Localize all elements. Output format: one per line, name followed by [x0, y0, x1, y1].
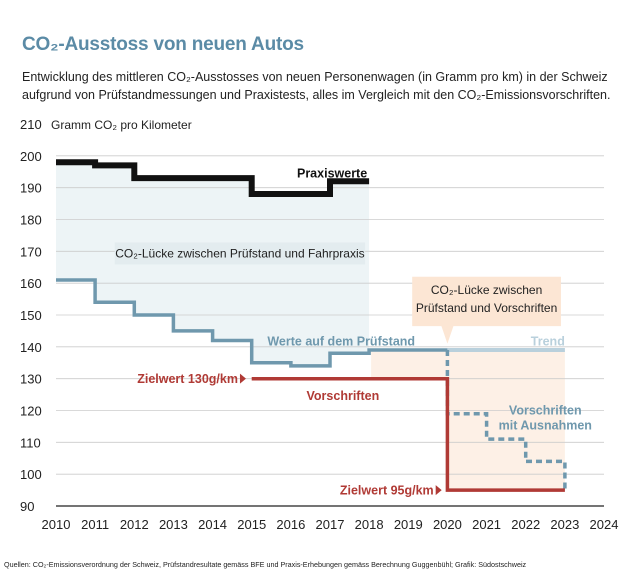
x-tick-label: 2012	[120, 517, 149, 532]
axis-layer: 210 200 190 180 170 160 150 140 130 120 110 100 90 Gr…	[20, 117, 618, 532]
x-tick-label: 2016	[276, 517, 305, 532]
gap-praxis-box	[114, 242, 366, 265]
y-tick-label: 150	[20, 308, 42, 323]
y-tick-label: 210	[20, 117, 42, 132]
label-pruefstand: Werte auf dem Prüfstand	[267, 335, 415, 349]
y-tick-label: 120	[20, 404, 42, 419]
x-tick-label: 2018	[355, 517, 384, 532]
label-vorschriften: Vorschriften	[307, 389, 380, 403]
label-zielwert-130: Zielwert 130g/km	[137, 372, 238, 386]
y-tick-label: 200	[20, 149, 42, 164]
area-layer	[56, 162, 565, 491]
arrow-zielwert-130	[239, 373, 246, 384]
chart-subtitle: Entwicklung des mittleren CO₂-Ausstosses…	[22, 70, 611, 102]
series-vorschriften	[251, 376, 565, 492]
y-tick-label: 190	[20, 181, 42, 196]
gap-vorschriften-label-1: CO₂-Lücke zwischen	[431, 283, 542, 297]
x-tick-label: 2017	[316, 517, 345, 532]
arrow-zielwert-95	[435, 485, 442, 496]
label-trend: Trend	[531, 335, 565, 349]
series-pruefstand	[56, 278, 448, 368]
x-tick-label: 2024	[590, 517, 619, 532]
x-tick-label: 2022	[511, 517, 540, 532]
source-note: Quellen: CO₂-Emissionsverordnung der Sch…	[4, 560, 527, 569]
label-ausnahmen-2: mit Ausnahmen	[499, 418, 592, 432]
series-praxiswerte	[56, 159, 370, 197]
label-ausnahmen-1: Vorschriften	[509, 403, 582, 417]
y-tick-label: 160	[20, 276, 42, 291]
x-tick-label: 2019	[394, 517, 423, 532]
x-tick-label: 2013	[159, 517, 188, 532]
y-tick-label: 170	[20, 244, 42, 259]
y-tick-label: 140	[20, 340, 42, 355]
y-tick-label: 90	[20, 499, 34, 514]
x-tick-label: 2023	[550, 517, 579, 532]
y-axis-label: Gramm CO₂ pro Kilometer	[51, 118, 192, 132]
series-vorschriften-ausnahmen	[445, 350, 567, 491]
chart-title: CO₂-Ausstoss von neuen Autos	[22, 34, 304, 55]
x-tick-label: 2011	[81, 517, 109, 532]
gap-vorschriften-label-2: Prüfstand und Vorschriften	[416, 301, 557, 315]
x-tick-label: 2010	[42, 517, 71, 532]
series-layer	[56, 159, 567, 492]
gap-praxis-label: CO₂-Lücke zwischen Prüfstand und Fahrpra…	[115, 246, 364, 260]
gap-area-vorschriften	[251, 350, 565, 491]
y-tick-label: 180	[20, 213, 42, 228]
y-tick-label: 100	[20, 467, 42, 482]
label-praxiswerte: Praxiswerte	[297, 166, 367, 180]
y-tick-label: 130	[20, 372, 42, 387]
y-tick-label: 110	[20, 435, 41, 450]
annotation-layer: CO₂-Lücke zwischen Prüfstand und Fahrpra…	[114, 166, 592, 498]
x-tick-label: 2014	[198, 517, 227, 532]
label-zielwert-95: Zielwert 95g/km	[340, 484, 434, 498]
gap-vorschriften-callout	[412, 276, 561, 344]
x-tick-label: 2021	[472, 517, 501, 532]
x-tick-label: 2020	[433, 517, 462, 532]
x-tick-label: 2015	[237, 517, 266, 532]
